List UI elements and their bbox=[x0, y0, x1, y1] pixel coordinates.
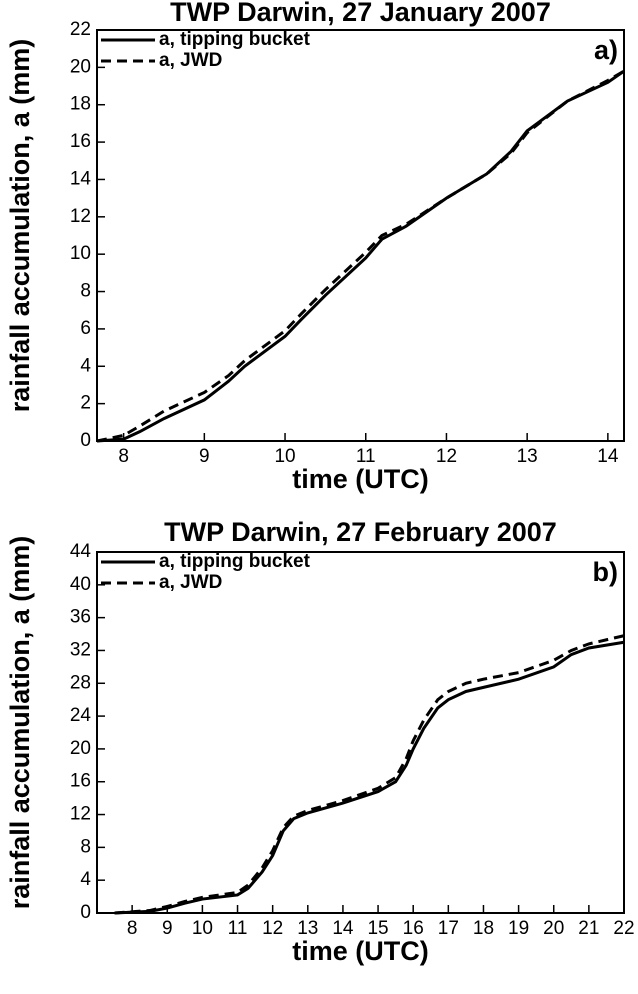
y-tick-label: 16 bbox=[70, 131, 91, 152]
x-tick-label: 13 bbox=[297, 918, 318, 939]
y-tick-label: 28 bbox=[70, 672, 91, 693]
x-tick-label: 12 bbox=[262, 918, 283, 939]
y-tick-label: 32 bbox=[70, 639, 91, 660]
panel-label: a) bbox=[594, 35, 618, 65]
plot-frame bbox=[96, 29, 625, 442]
y-tick-label: 24 bbox=[70, 705, 92, 726]
x-tick-label: 17 bbox=[438, 918, 459, 939]
y-tick-label: 0 bbox=[80, 430, 91, 451]
x-tick-label: 22 bbox=[613, 918, 634, 939]
x-tick-label: 21 bbox=[578, 918, 599, 939]
legend-label: a, JWD bbox=[159, 50, 222, 71]
y-axis-label: rainfall accumulation, a (mm) bbox=[5, 536, 35, 910]
x-tick-label: 16 bbox=[403, 918, 424, 939]
x-tick-label: 13 bbox=[517, 446, 538, 467]
y-tick-label: 10 bbox=[70, 243, 91, 264]
y-tick-label: 40 bbox=[70, 574, 91, 595]
x-axis-label: time (UTC) bbox=[292, 936, 429, 966]
y-tick-label: 18 bbox=[70, 94, 91, 115]
legend-label: a, tipping bucket bbox=[159, 551, 311, 572]
y-tick-label: 0 bbox=[80, 902, 91, 923]
chart-title: TWP Darwin, 27 January 2007 bbox=[170, 0, 551, 27]
y-tick-label: 4 bbox=[80, 355, 91, 376]
x-tick-label: 12 bbox=[436, 446, 457, 467]
data-line bbox=[114, 634, 625, 915]
y-tick-label: 16 bbox=[70, 771, 91, 792]
x-tick-label: 19 bbox=[508, 918, 529, 939]
legend-label: a, tipping bucket bbox=[159, 29, 311, 50]
y-tick-label: 20 bbox=[70, 738, 91, 759]
x-tick-label: 9 bbox=[162, 918, 173, 939]
x-tick-label: 9 bbox=[199, 446, 210, 467]
y-tick-label: 6 bbox=[80, 318, 91, 339]
y-tick-label: 8 bbox=[80, 281, 91, 302]
x-tick-label: 8 bbox=[118, 446, 129, 467]
plot-frame bbox=[96, 551, 625, 914]
chart-title: TWP Darwin, 27 February 2007 bbox=[164, 517, 557, 547]
x-tick-label: 10 bbox=[274, 446, 295, 467]
y-tick-label: 2 bbox=[80, 393, 91, 414]
y-tick-label: 14 bbox=[70, 168, 92, 189]
y-tick-label: 12 bbox=[70, 804, 91, 825]
x-tick-label: 8 bbox=[127, 918, 138, 939]
x-tick-label: 11 bbox=[356, 446, 376, 467]
y-tick-label: 44 bbox=[70, 541, 92, 562]
data-line bbox=[96, 69, 625, 443]
y-tick-label: 20 bbox=[70, 56, 91, 77]
x-tick-label: 15 bbox=[367, 918, 388, 939]
legend-label: a, JWD bbox=[159, 572, 222, 593]
x-tick-label: 10 bbox=[192, 918, 213, 939]
y-tick-label: 8 bbox=[80, 836, 91, 857]
x-tick-label: 20 bbox=[543, 918, 564, 939]
x-tick-label: 11 bbox=[228, 918, 248, 939]
panel-label: b) bbox=[593, 557, 618, 587]
y-tick-label: 12 bbox=[70, 206, 91, 227]
x-tick-label: 14 bbox=[332, 918, 354, 939]
x-tick-label: 14 bbox=[597, 446, 619, 467]
x-axis-label: time (UTC) bbox=[292, 464, 429, 494]
y-tick-label: 4 bbox=[80, 869, 91, 890]
x-tick-label: 18 bbox=[473, 918, 494, 939]
y-tick-label: 22 bbox=[70, 19, 91, 40]
y-axis-label: rainfall accumulation, a (mm) bbox=[5, 39, 35, 413]
y-tick-label: 36 bbox=[70, 607, 91, 628]
data-line bbox=[114, 640, 625, 915]
